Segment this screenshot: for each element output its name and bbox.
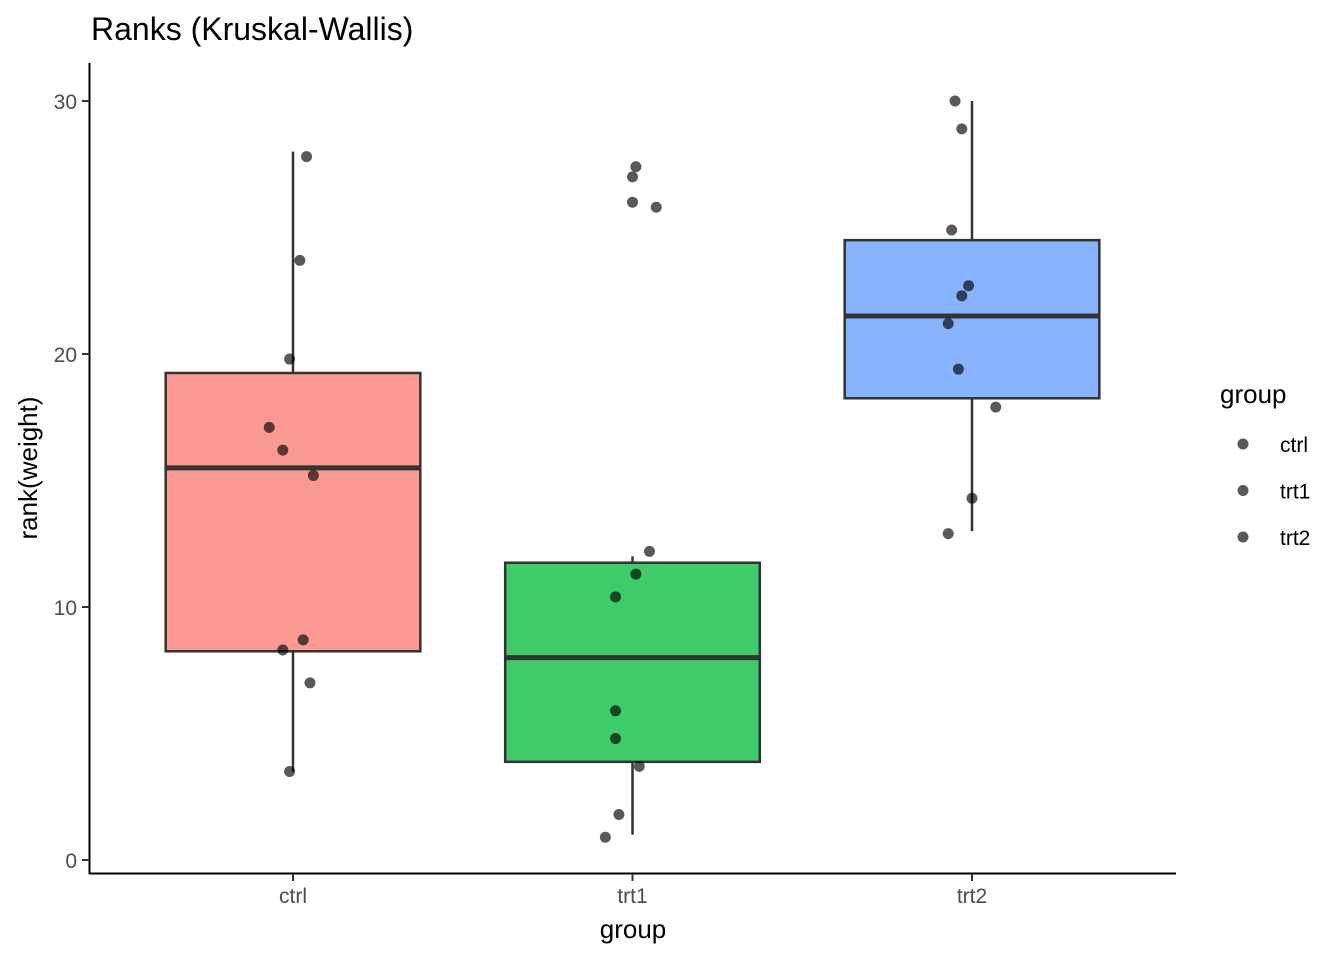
legend-key-trt1 xyxy=(1237,485,1249,496)
box-ctrl xyxy=(164,371,422,653)
data-point xyxy=(627,196,638,208)
data-point xyxy=(301,151,313,163)
legend-label: ctrl xyxy=(1280,434,1308,457)
data-point xyxy=(949,95,961,107)
data-point xyxy=(613,808,625,820)
y-tick-label: 30 xyxy=(54,91,77,114)
data-point xyxy=(946,224,958,236)
data-point xyxy=(630,161,642,173)
data-point xyxy=(956,123,968,135)
data-point xyxy=(956,290,968,302)
chart-title: Ranks (Kruskal-Wallis) xyxy=(91,11,413,47)
data-point xyxy=(633,760,645,772)
data-point xyxy=(650,201,662,213)
legend-title: group xyxy=(1220,379,1287,409)
data-point xyxy=(966,492,978,504)
data-point xyxy=(610,733,622,745)
y-tick-label: 0 xyxy=(65,850,77,873)
x-axis-title: group xyxy=(600,914,667,944)
y-axis-title: rank(weight) xyxy=(13,396,43,539)
y-tick-label: 10 xyxy=(54,597,77,620)
x-tick-label: trt2 xyxy=(957,885,987,908)
data-point xyxy=(610,591,622,603)
data-point xyxy=(990,401,1002,413)
data-point xyxy=(304,677,316,689)
data-point xyxy=(627,171,638,183)
data-point xyxy=(610,705,622,717)
legend-label: trt2 xyxy=(1280,527,1310,550)
x-tick-label: trt1 xyxy=(617,885,647,908)
data-point xyxy=(284,353,296,365)
legend-key-trt2 xyxy=(1237,531,1249,543)
legend: group ctrl trt1 trt2 xyxy=(1220,379,1310,550)
x-tick-label: ctrl xyxy=(279,885,307,908)
data-point xyxy=(963,280,975,292)
data-point xyxy=(297,634,309,646)
data-point xyxy=(942,318,954,330)
y-tick-label: 20 xyxy=(54,344,77,367)
box-trt1 xyxy=(503,561,762,764)
data-point xyxy=(277,444,289,456)
legend-key-ctrl xyxy=(1237,438,1249,450)
data-point xyxy=(284,765,296,777)
data-point xyxy=(307,469,319,481)
box-trt2 xyxy=(843,238,1101,400)
data-point xyxy=(942,528,954,540)
data-point xyxy=(277,644,289,656)
legend-label: trt1 xyxy=(1280,481,1310,504)
data-point xyxy=(643,545,655,557)
data-point xyxy=(952,363,964,375)
data-point xyxy=(263,421,275,433)
data-point xyxy=(294,254,306,266)
data-point xyxy=(630,568,642,580)
data-point xyxy=(599,831,611,843)
